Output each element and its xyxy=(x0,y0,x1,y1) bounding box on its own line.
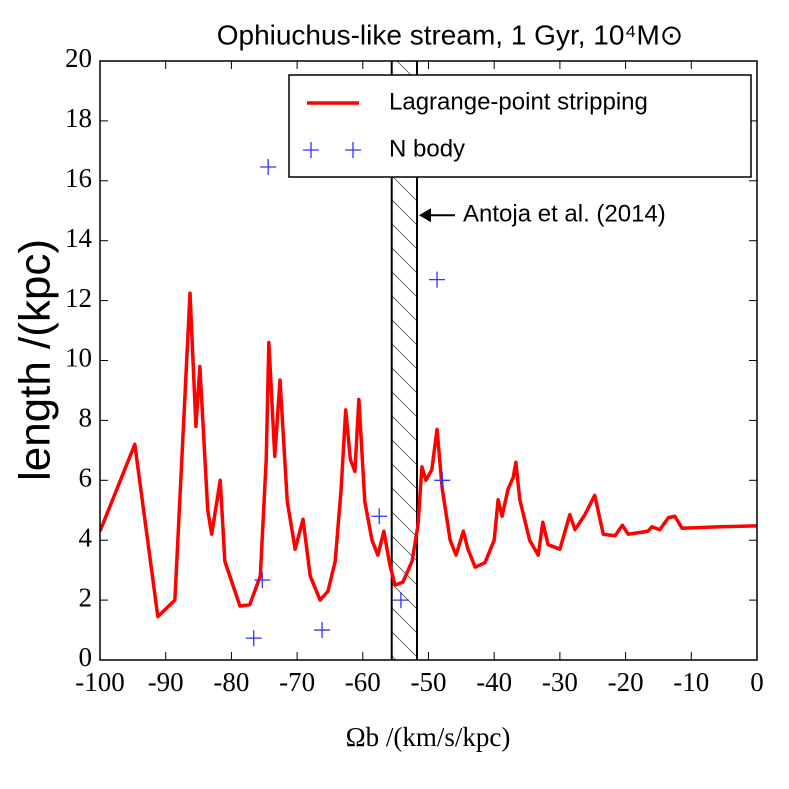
y-tick-label: 18 xyxy=(65,103,92,133)
plus-marker xyxy=(434,472,451,489)
y-tick-label: 10 xyxy=(65,343,92,373)
x-tick-label: -70 xyxy=(279,667,315,697)
y-tick-label: 0 xyxy=(79,642,93,672)
plus-marker xyxy=(245,630,262,647)
plus-marker xyxy=(371,508,388,525)
x-tick-label: -30 xyxy=(542,667,578,697)
plus-marker xyxy=(260,159,277,176)
x-tick-label: -20 xyxy=(608,667,644,697)
y-tick-label: 20 xyxy=(65,43,92,73)
legend-swatch xyxy=(303,142,319,158)
x-tick-label: -10 xyxy=(673,667,709,697)
plus-marker xyxy=(429,271,446,288)
y-tick-label: 4 xyxy=(79,522,93,552)
chart-title: Ophiuchus-like stream, 1 Gyr, 10⁴M⊙ xyxy=(217,19,684,50)
legend-label: N body xyxy=(389,135,465,162)
legend-label: Lagrange-point stripping xyxy=(389,88,648,115)
annotation-text: Antoja et al. (2014) xyxy=(463,201,666,228)
x-tick-label: -40 xyxy=(476,667,512,697)
x-tick-label: -90 xyxy=(148,667,184,697)
plus-marker xyxy=(254,572,271,589)
y-axis-label: length /(kpc) xyxy=(11,239,60,481)
y-tick-label: 14 xyxy=(65,223,93,253)
x-tick-label: -60 xyxy=(345,667,381,697)
y-tick-label: 2 xyxy=(79,582,93,612)
y-tick-label: 8 xyxy=(79,403,93,433)
legend-swatch xyxy=(345,142,361,158)
annotation-arrowhead xyxy=(419,208,432,223)
x-tick-label: -50 xyxy=(411,667,447,697)
x-axis-label: Ωb /(km/s/kpc) xyxy=(346,722,511,752)
y-tick-label: 6 xyxy=(79,463,93,493)
plot-frame xyxy=(99,60,758,661)
y-tick-label: 12 xyxy=(65,283,92,313)
x-tick-label: -80 xyxy=(213,667,249,697)
x-tick-label: -100 xyxy=(75,667,125,697)
x-tick-label: 0 xyxy=(750,667,764,697)
y-tick-label: 16 xyxy=(65,163,92,193)
legend-box xyxy=(288,74,752,178)
plot-area xyxy=(100,159,757,647)
plus-marker xyxy=(392,592,409,609)
plus-marker xyxy=(314,622,331,639)
line-series xyxy=(100,291,757,619)
